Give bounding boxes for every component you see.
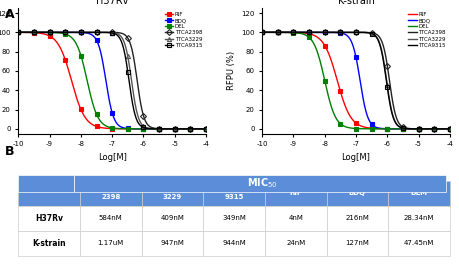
BDQ	[418, 127, 423, 130]
TTCA3229	[374, 36, 380, 39]
TTCA3229	[260, 31, 266, 34]
TTCA2398	[370, 31, 376, 35]
DEL	[430, 127, 435, 130]
Y-axis label: RFPU (%): RFPU (%)	[227, 51, 235, 90]
RIF	[430, 127, 435, 130]
RIF	[370, 127, 376, 130]
RIF	[418, 127, 423, 130]
DEL	[418, 127, 423, 130]
BDQ	[259, 31, 265, 34]
TTCA9315	[374, 37, 380, 40]
TTCA2398	[260, 31, 266, 34]
TTCA2398	[447, 127, 453, 130]
BDQ	[430, 127, 435, 130]
TTCA2398	[374, 33, 380, 36]
DEL	[259, 31, 265, 34]
TTCA3229	[370, 32, 376, 36]
RIF	[260, 31, 266, 34]
RIF	[374, 127, 380, 130]
TTCA9315	[260, 31, 266, 34]
TTCA9315	[430, 127, 435, 130]
TTCA2398	[371, 32, 377, 35]
Line: DEL: DEL	[262, 32, 450, 129]
Text: B: B	[5, 145, 14, 158]
Text: A: A	[5, 8, 14, 21]
TTCA3229	[447, 127, 453, 130]
TTCA9315	[371, 33, 377, 36]
FancyBboxPatch shape	[74, 175, 446, 192]
Text: MIC$_{50}$: MIC$_{50}$	[247, 177, 278, 190]
TTCA3229	[418, 127, 423, 130]
DEL	[374, 127, 380, 130]
X-axis label: Log[M]: Log[M]	[98, 153, 127, 162]
TTCA2398	[259, 31, 265, 34]
BDQ	[374, 126, 380, 129]
DEL	[447, 127, 453, 130]
RIF	[371, 127, 377, 130]
Line: TTCA2398: TTCA2398	[262, 32, 450, 129]
TTCA9315	[370, 33, 376, 36]
BDQ	[371, 124, 377, 128]
TTCA2398	[430, 127, 435, 130]
DEL	[370, 127, 376, 130]
Legend: RIF, BDQ, DEL, TTCA2398, TTCA3229, TTCA9315: RIF, BDQ, DEL, TTCA2398, TTCA3229, TTCA9…	[407, 11, 447, 49]
TTCA2398	[418, 127, 423, 130]
Line: TTCA9315: TTCA9315	[262, 32, 450, 129]
RIF	[447, 127, 453, 130]
FancyBboxPatch shape	[18, 175, 74, 192]
Line: RIF: RIF	[262, 32, 450, 129]
DEL	[260, 31, 266, 34]
Title: H37Rv: H37Rv	[96, 0, 129, 6]
BDQ	[370, 124, 376, 127]
BDQ	[447, 127, 453, 130]
TTCA9315	[447, 127, 453, 130]
BDQ	[260, 31, 266, 34]
Legend: RIF, BDQ, DEL, TTCA2398, TTCA3229, TTCA9315: RIF, BDQ, DEL, TTCA2398, TTCA3229, TTCA9…	[163, 11, 203, 49]
TTCA3229	[259, 31, 265, 34]
RIF	[259, 31, 265, 34]
TTCA3229	[371, 33, 377, 36]
DEL	[371, 127, 377, 130]
X-axis label: Log[M]: Log[M]	[341, 153, 370, 162]
Title: K-strain: K-strain	[337, 0, 375, 6]
TTCA9315	[259, 31, 265, 34]
Line: BDQ: BDQ	[262, 32, 450, 129]
Line: TTCA3229: TTCA3229	[262, 32, 450, 129]
TTCA9315	[418, 127, 423, 130]
TTCA3229	[430, 127, 435, 130]
